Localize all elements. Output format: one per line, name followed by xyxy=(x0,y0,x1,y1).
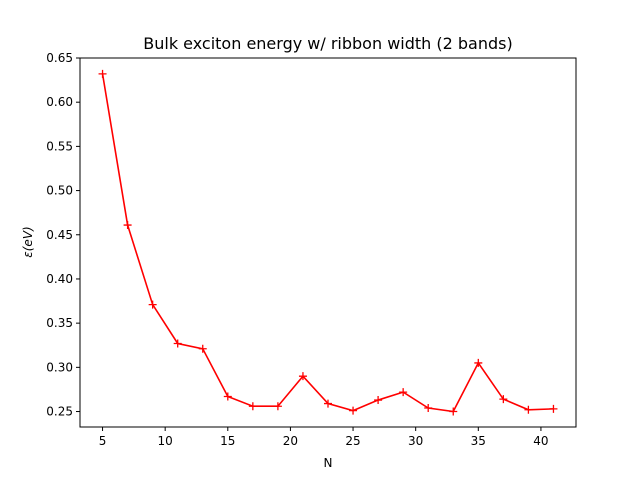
x-axis-label: N xyxy=(324,456,333,470)
y-tick-label: 0.50 xyxy=(46,184,73,198)
x-tick-label: 10 xyxy=(158,434,173,448)
y-tick-label: 0.65 xyxy=(46,51,73,65)
x-axis: 5 10 15 20 25 30 35 40 xyxy=(99,427,549,448)
data-point-marker xyxy=(98,69,107,78)
data-point-marker xyxy=(474,358,483,367)
data-point-marker xyxy=(298,372,307,381)
x-tick-label: 15 xyxy=(220,434,235,448)
data-point-marker xyxy=(273,402,282,411)
x-tick-label: 40 xyxy=(533,434,548,448)
data-point-marker xyxy=(324,399,332,408)
y-tick-label: 0.30 xyxy=(46,360,73,374)
x-tick-label: 25 xyxy=(345,434,360,448)
y-tick-label: 0.60 xyxy=(46,95,73,109)
data-point-marker xyxy=(123,221,132,230)
y-tick-label: 0.40 xyxy=(46,272,73,286)
data-point-marker xyxy=(223,392,232,401)
x-tick-label: 5 xyxy=(99,434,107,448)
y-tick-label: 0.25 xyxy=(46,405,73,419)
y-axis-label: ε(eV) xyxy=(21,226,35,257)
x-tick-label: 30 xyxy=(408,434,423,448)
data-point-marker xyxy=(449,407,458,416)
data-point-marker xyxy=(524,405,533,414)
data-point-marker xyxy=(148,300,157,309)
series-line xyxy=(101,73,554,413)
data-point-marker xyxy=(374,396,383,405)
x-tick-label: 20 xyxy=(283,434,298,448)
data-point-marker xyxy=(424,403,433,412)
plot-frame xyxy=(79,57,577,428)
y-tick-label: 0.55 xyxy=(46,139,73,153)
data-point-marker xyxy=(198,344,207,353)
data-point-marker xyxy=(173,339,182,348)
data-point-marker xyxy=(248,402,257,411)
data-point-marker xyxy=(499,395,508,404)
y-axis: 0.25 0.30 0.35 0.40 0.45 0.50 0.55 0.60 0.65 xyxy=(46,51,80,419)
chart-title: Bulk exciton energy w/ ribbon width (2 b… xyxy=(143,34,512,53)
plot-series xyxy=(98,69,558,416)
x-tick-label: 35 xyxy=(471,434,486,448)
y-tick-label: 0.45 xyxy=(46,228,73,242)
data-point-marker xyxy=(399,388,408,397)
data-point-marker xyxy=(549,404,558,413)
data-point-marker xyxy=(349,406,358,415)
y-tick-label: 0.35 xyxy=(46,316,73,330)
